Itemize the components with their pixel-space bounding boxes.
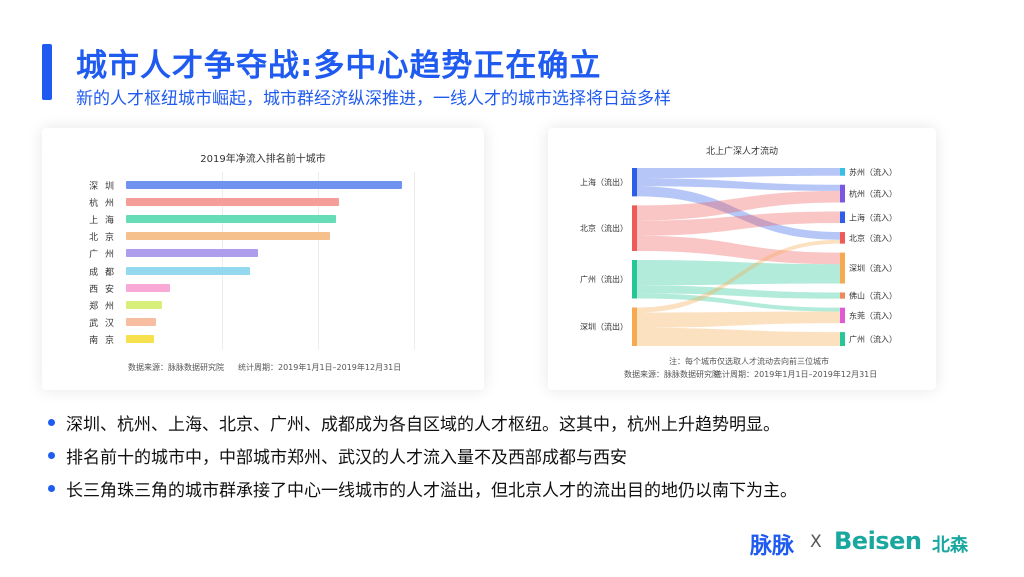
bar [126, 232, 331, 241]
bar-row: 北 京 [42, 228, 484, 244]
bar-category-label: 武 汉 [89, 318, 116, 329]
bar [126, 334, 154, 343]
sankey-target-node [840, 252, 845, 284]
logo-separator: X [810, 532, 822, 552]
sankey-target-label: 佛山（流入） [849, 291, 897, 301]
bar-category-label: 深 圳 [89, 182, 116, 192]
bar-category-label: 广 州 [89, 250, 116, 261]
bullet-dot-icon [48, 419, 55, 426]
sankey-chart-period: 统计周期：2019年1月1日–2019年12月31日 [714, 370, 878, 379]
sankey-link [637, 190, 840, 221]
bar-category-label: 郑 州 [89, 301, 116, 312]
sankey-target-node [840, 232, 845, 244]
bar [126, 266, 251, 275]
sankey-link [637, 186, 840, 240]
bar [126, 198, 339, 207]
bar [126, 181, 402, 189]
sankey-source-label: 深圳（流出） [580, 322, 628, 332]
sankey-source-node [632, 259, 637, 299]
bullet-dot-icon [48, 485, 55, 492]
bar-row: 广 州 [42, 245, 484, 261]
bar-category-label: 杭 州 [89, 199, 116, 210]
sankey-target-label: 苏州（流入） [849, 167, 897, 177]
bar-row: 上 海 [42, 211, 484, 227]
bar-row: 深 圳 [42, 177, 484, 193]
sankey-target-label: 广州（流入） [849, 334, 897, 344]
bar-chart-source: 数据来源：脉脉数据研究院 [128, 363, 224, 372]
finding-text: 长三角珠三角的城市群承接了中心一线城市的人才溢出，但北京人才的流出目的地仍以南下… [66, 481, 797, 501]
bar-category-label: 成 都 [89, 267, 116, 278]
beisen-logo-cn: 北森 [932, 535, 968, 556]
bar-row: 成 都 [42, 263, 484, 279]
sankey-target-node [840, 332, 845, 346]
bar-row: 郑 州 [42, 297, 484, 313]
sankey-target-node [840, 211, 845, 224]
sankey-source-label: 广州（流出） [580, 274, 628, 284]
bullet-dot-icon [48, 452, 55, 459]
page-title: 城市人才争夺战:多中心趋势正在确立 [76, 48, 602, 84]
bar-row: 西 安 [42, 280, 484, 296]
bar [126, 283, 171, 292]
sankey-target-label: 杭州（流入） [849, 189, 897, 199]
bar-row: 武 汉 [42, 314, 484, 330]
bar-chart-title: 2019年净流入排名前十城市 [200, 154, 326, 165]
sankey-link [637, 235, 840, 265]
beisen-logo: Beisen [834, 527, 922, 555]
grid-line [222, 172, 223, 350]
sankey-chart-title: 北上广深人才流动 [705, 147, 778, 157]
sankey-source-label: 上海（流出） [580, 177, 628, 187]
sankey-target-label: 北京（流入） [849, 233, 897, 243]
bar-row: 南 京 [42, 331, 484, 347]
sankey-target-node [840, 168, 845, 176]
bar [126, 300, 162, 309]
sankey-link [637, 311, 840, 328]
bar-chart-card: 2019年净流入排名前十城市 深 圳杭 州上 海北 京广 州成 都西 安郑 州武… [42, 128, 484, 390]
sankey-source-node [632, 205, 637, 251]
sankey-link [637, 168, 840, 179]
sankey-chart: 上海（流出） 北京（流出） 广州（流出） 深圳（流出） 苏州（流入） 杭州（流入） 上海（流… [580, 167, 897, 346]
sankey-target-node [840, 184, 845, 203]
sankey-link [637, 178, 840, 191]
bar [126, 215, 336, 224]
bar-row: 杭 州 [42, 194, 484, 210]
sankey-link [637, 239, 840, 313]
bar-chart-period: 统计周期：2019年1月1日–2019年12月31日 [238, 363, 402, 372]
sankey-source-node [632, 168, 637, 197]
bar-category-label: 北 京 [89, 233, 116, 244]
grid-line [318, 172, 319, 350]
sankey-target-label: 上海（流入） [849, 212, 897, 222]
title-accent-bar [42, 44, 52, 100]
sankey-link [637, 327, 840, 346]
sankey-source-node [632, 307, 637, 346]
sankey-link [637, 285, 840, 299]
bar-category-label: 西 安 [89, 284, 116, 295]
finding-text: 排名前十的城市中，中部城市郑州、武汉的人才流入量不及西部成都与西安 [66, 448, 627, 468]
bar [126, 249, 259, 258]
bar [126, 317, 157, 326]
sankey-link [637, 293, 840, 312]
maimai-logo: 脉脉 [750, 534, 795, 559]
sankey-target-label: 东莞（流入） [849, 310, 897, 320]
sankey-target-node [840, 292, 845, 299]
page-subtitle: 新的人才枢纽城市崛起，城市群经济纵深推进，一线人才的城市选择将日益多样 [76, 89, 671, 109]
sankey-link [637, 259, 840, 286]
bar-category-label: 上 海 [89, 216, 116, 227]
sankey-chart-note: 注：每个城市仅选取人才流动去向前三位城市 [669, 357, 829, 366]
sankey-target-node [840, 307, 845, 324]
sankey-target-label: 深圳（流入） [849, 263, 897, 273]
sankey-link [637, 211, 840, 236]
sankey-chart-card: 北上广深人才流动 上海（流出） 北京（流出） 广州（流出） 深圳（流出） 苏州（流入） 杭… [548, 128, 936, 390]
finding-text: 深圳、杭州、上海、北京、广州、成都成为各自区域的人才枢纽。这其中，杭州上升趋势明… [66, 415, 780, 435]
bar-category-label: 南 京 [89, 335, 116, 346]
sankey-chart-source: 数据来源：脉脉数据研究院 [624, 370, 720, 379]
grid-line [414, 172, 415, 350]
sankey-source-label: 北京（流出） [580, 223, 628, 233]
